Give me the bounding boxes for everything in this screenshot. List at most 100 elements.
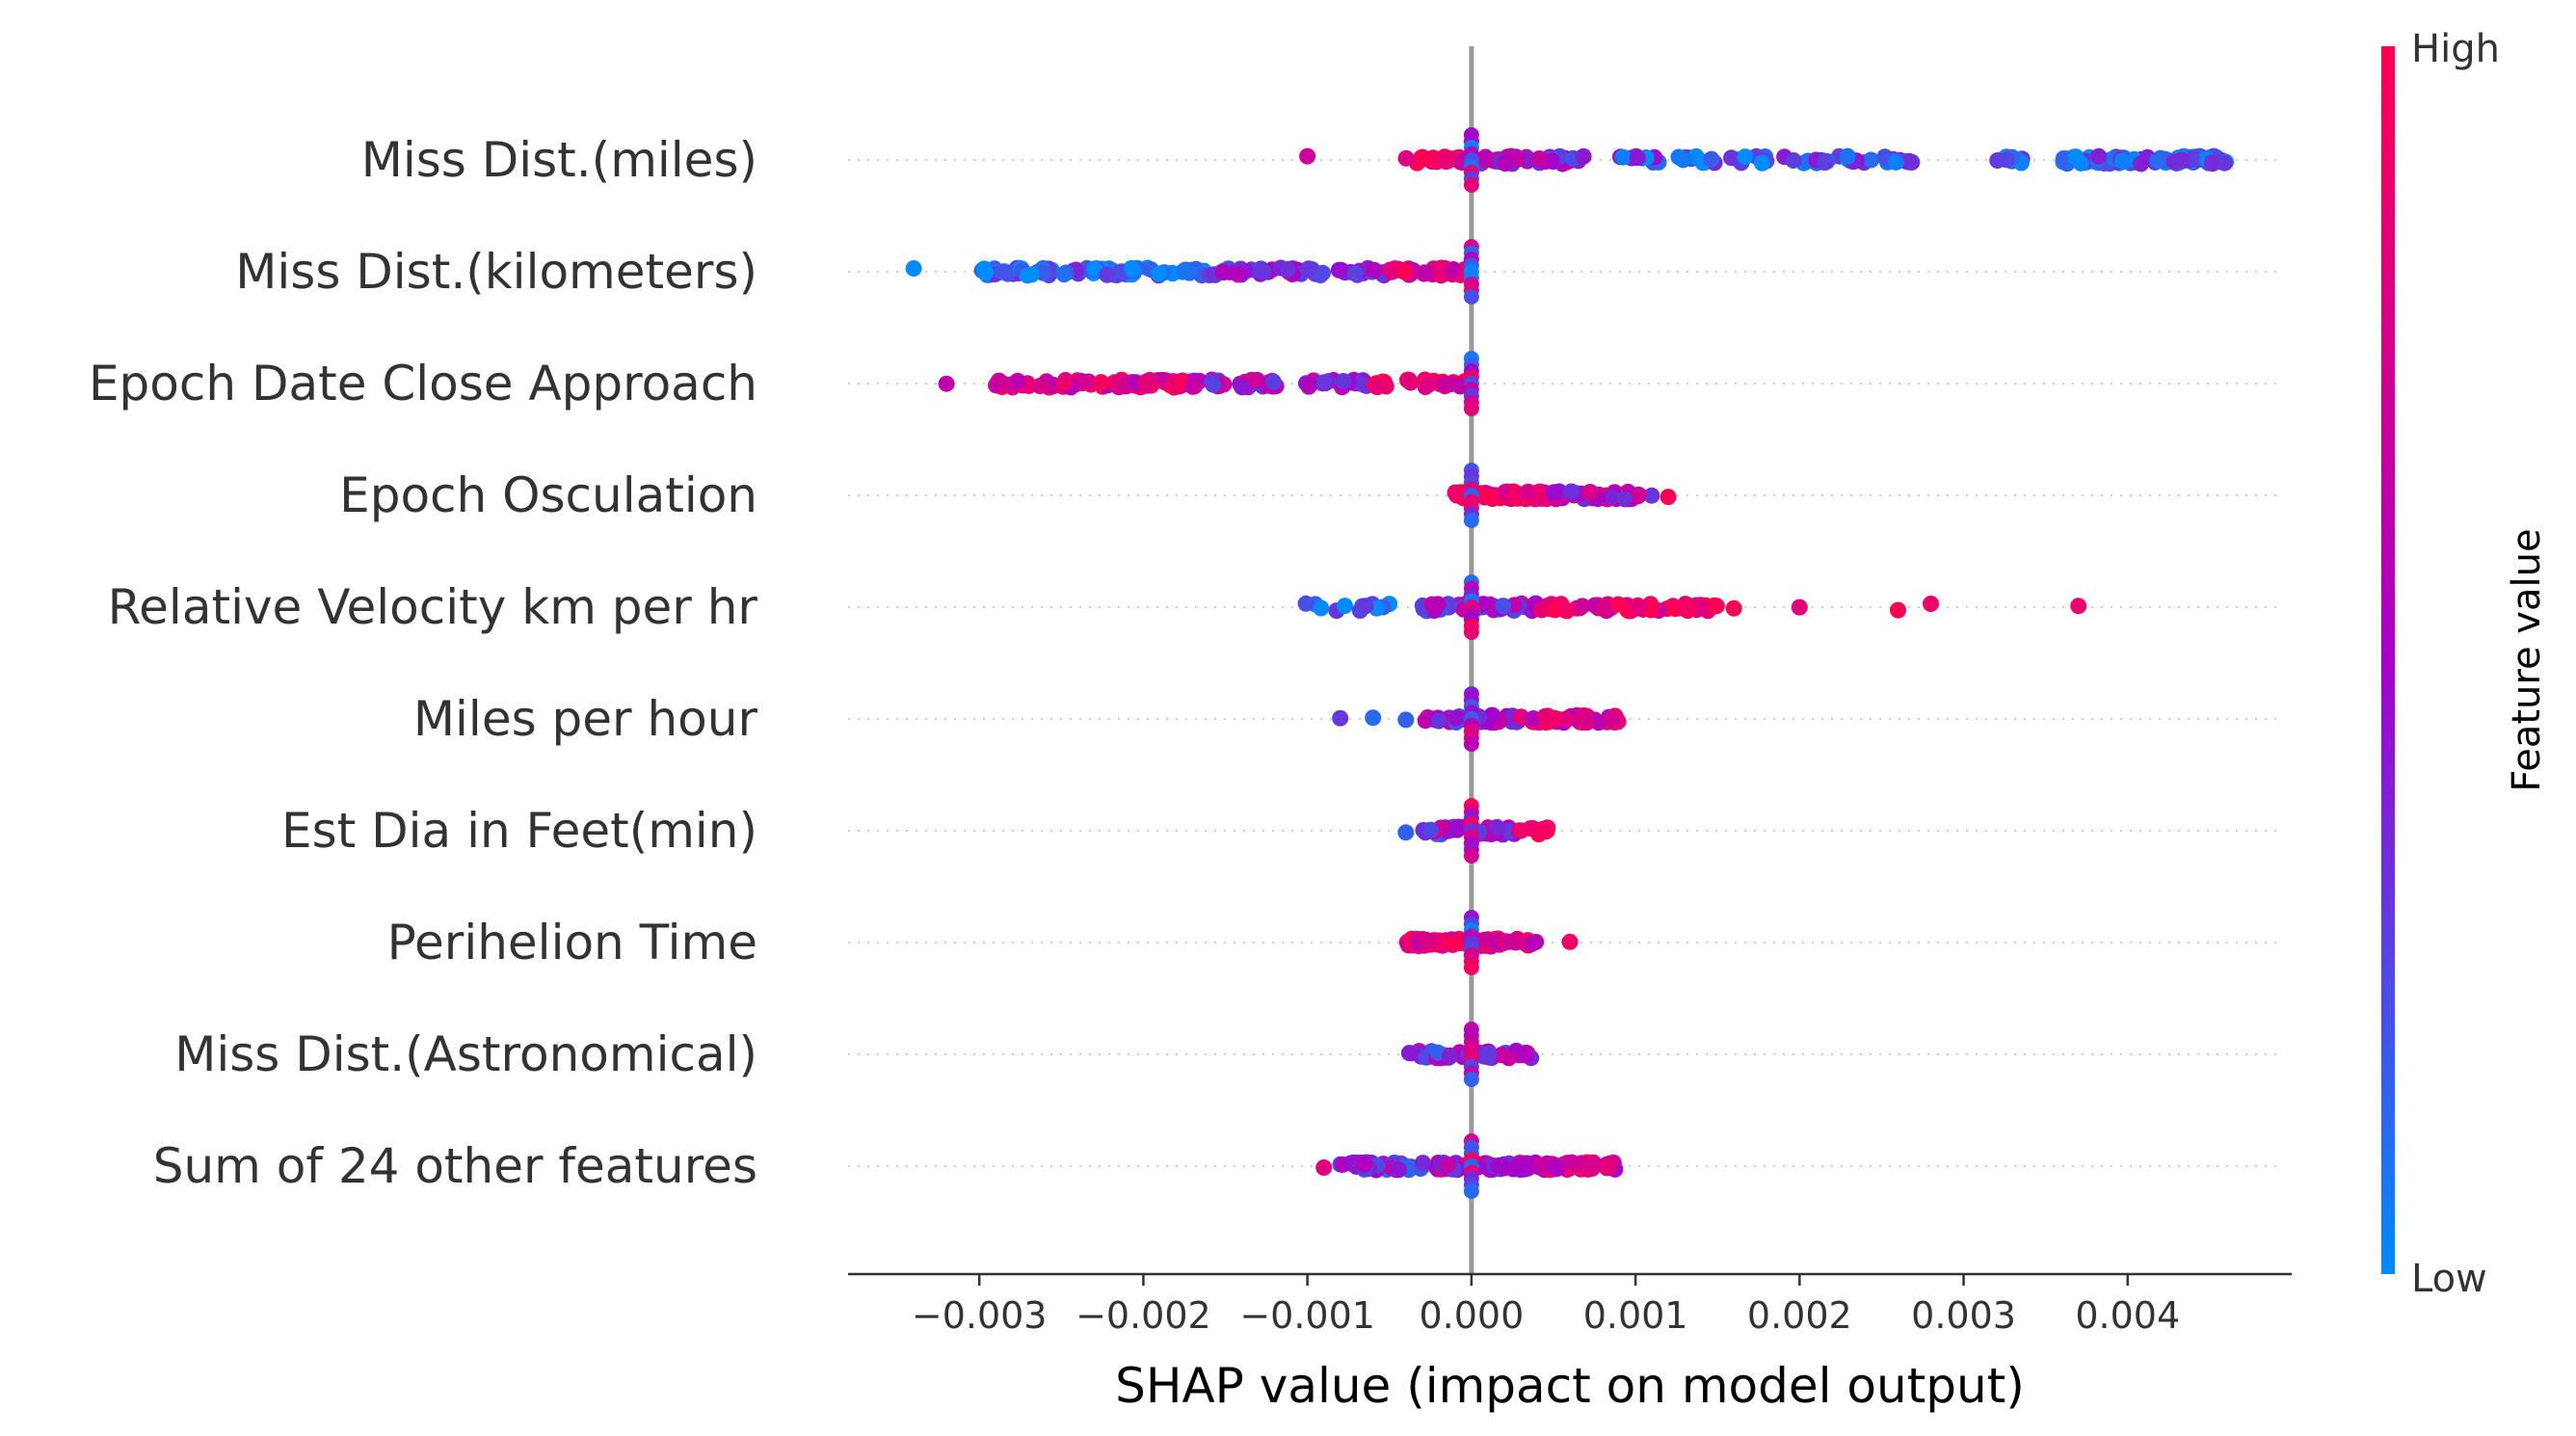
x-tick-label: −0.003 [912,1294,1048,1337]
shap-point [1302,376,1318,393]
shap-point [2203,154,2220,172]
shap-point [1923,596,1939,612]
shap-point [1418,931,1435,948]
x-tick-label: 0.003 [1911,1294,2016,1337]
shap-point [1839,147,1856,165]
feature-label-est-dia-in-feet-min: Est Dia in Feet(min) [281,803,757,859]
shap-point [1561,933,1579,950]
shap-point [1230,266,1247,283]
shap-point [1463,177,1479,193]
shap-point [1335,373,1352,389]
shap-point [1439,152,1456,170]
shap-point [1536,707,1554,725]
shap-point [1366,261,1383,279]
shap-point [1463,401,1479,416]
shap-point [1600,1157,1617,1175]
feature-label-sum-of-24-other-features: Sum of 24 other features [153,1138,757,1194]
shap-point [1297,595,1315,612]
colorbar-high-label: High [2411,27,2500,71]
x-axis-ticks: −0.003 −0.002 −0.001 0.000 0.001 0.002 0.003 0.… [912,1274,2180,1337]
shap-point [1643,487,1660,504]
feature-labels: Miss Dist.(miles) Miss Dist.(kilometers) E… [89,132,757,1194]
shap-point [1396,263,1414,280]
colorbar-low-label: Low [2411,1257,2487,1301]
shap-point [1563,1154,1580,1171]
shap-point [1463,960,1479,975]
shap-point [1556,710,1574,728]
shap-point [1585,1157,1603,1174]
shap-point [1397,711,1415,729]
shap-point [1817,154,1834,172]
x-tick-label: 0.000 [1419,1294,1524,1337]
shap-point [1563,483,1580,500]
shap-point [1463,1183,1479,1199]
shap-point [1574,598,1591,615]
feature-label-perihelion-time: Perihelion Time [387,915,757,971]
shap-point [1315,1159,1333,1176]
shap-point [1365,709,1382,727]
shap-point [977,264,995,281]
shap-point [1442,1048,1458,1065]
shap-point [1477,931,1495,948]
colorbar-gradient [2381,46,2395,1274]
shap-point [1400,1045,1418,1062]
shap-point [1497,155,1514,173]
feature-label-epoch-osculation: Epoch Osculation [339,467,757,523]
shap-point [1574,711,1591,729]
shap-point [1575,147,1592,165]
shap-point [1151,265,1168,282]
shap-point [1056,374,1074,391]
shap-point [1545,600,1562,618]
shap-point [1368,379,1386,396]
shap-point [1055,266,1073,283]
shap-point [1463,289,1479,305]
shap-point [1390,1161,1407,1179]
shap-point [1330,261,1347,279]
shap-point [1495,598,1512,615]
shap-point [1614,148,1632,166]
shap-point [1264,373,1282,390]
x-axis-title: SHAP value (impact on model output) [1115,1358,2025,1414]
shap-point [905,260,922,277]
shap-point [1480,1045,1498,1062]
shap-point [1680,598,1697,616]
shap-point [1214,264,1232,280]
x-tick-label: −0.001 [1239,1294,1375,1337]
shap-point [1887,153,1904,171]
shap-point [1124,259,1141,277]
shap-point [1604,711,1621,729]
shap-point [1791,598,1808,616]
shap-point [1482,489,1500,506]
shap-point [1616,491,1633,508]
feature-label-relative-velocity-km-per-hr: Relative Velocity km per hr [108,579,758,635]
shap-point [1332,709,1349,727]
shap-point [1629,149,1646,167]
shap-point [1445,261,1462,278]
shap-point [1397,824,1415,841]
shap-point [1463,625,1479,640]
shap-point [1675,151,1691,169]
feature-label-miss-dist-astronomical: Miss Dist.(Astronomical) [174,1026,757,1082]
x-tick-label: 0.001 [1583,1294,1688,1337]
x-tick-label: 0.002 [1747,1294,1852,1337]
shap-point [1447,709,1465,727]
shap-point [1416,264,1433,281]
shap-point [1500,1050,1518,1067]
shap-point [1137,373,1155,390]
colorbar: High Low Feature value [2381,27,2549,1301]
x-tick-label: 0.004 [2075,1294,2180,1337]
shap-point [1890,601,1906,619]
feature-label-miss-dist-miles: Miss Dist.(miles) [361,132,757,188]
shap-point [1181,264,1198,281]
shap-point [1703,150,1720,168]
shap-point [1558,601,1576,619]
shap-point [2090,147,2108,165]
shap-point [1346,264,1364,281]
shap-point [1513,822,1529,839]
shap-point [1524,935,1541,952]
shap-point [1490,1157,1507,1174]
shap-point [1093,374,1109,391]
shap-point [1019,267,1036,284]
shap-point [1533,821,1551,838]
